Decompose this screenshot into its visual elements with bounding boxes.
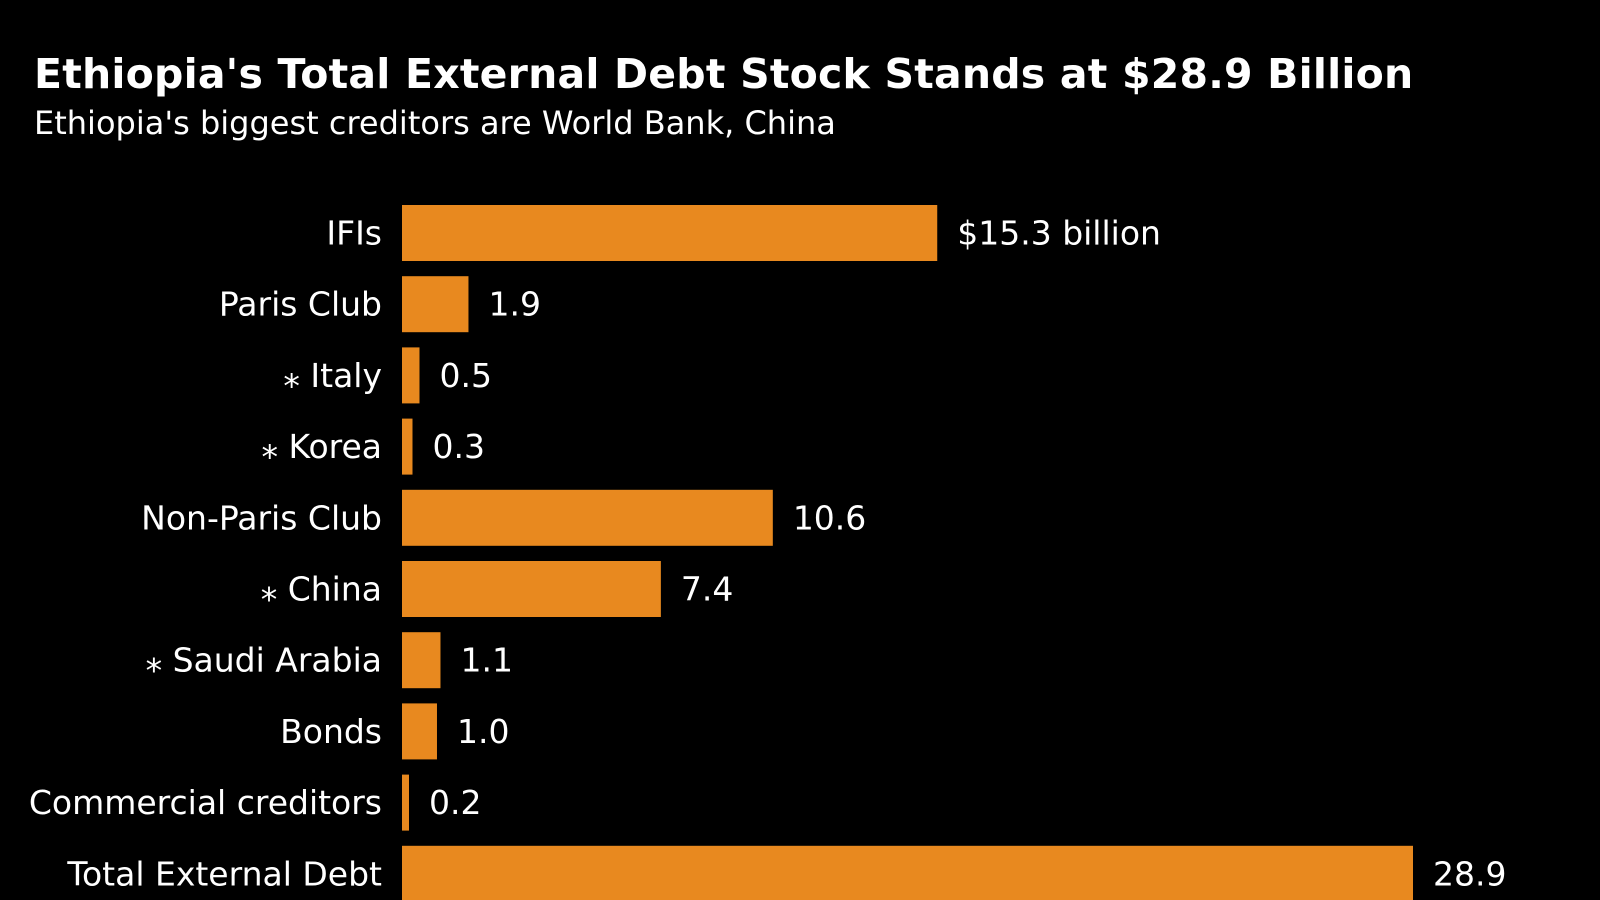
bar bbox=[402, 347, 420, 404]
bar-row: ⁎ Korea 0.3 bbox=[261, 418, 485, 475]
category-label: Bonds bbox=[280, 712, 382, 751]
bar-row: Total External Debt 28.9 bbox=[66, 845, 1506, 900]
category-label: ⁎ Korea bbox=[261, 427, 382, 466]
value-label: 10.6 bbox=[793, 498, 866, 537]
category-label: IFIs bbox=[326, 214, 382, 253]
bar bbox=[402, 205, 938, 261]
chart-title: Ethiopia's Total External Debt Stock Sta… bbox=[34, 50, 1414, 98]
category-label: Total External Debt bbox=[66, 854, 382, 893]
value-label: 1.9 bbox=[488, 285, 540, 324]
bar-row: IFIs $15.3 billion bbox=[326, 205, 1161, 261]
category-label: ⁎ Saudi Arabia bbox=[146, 641, 382, 680]
category-label: Commercial creditors bbox=[29, 783, 382, 822]
category-label: ⁎ China bbox=[261, 570, 382, 609]
category-label: Paris Club bbox=[219, 285, 382, 324]
value-label: 28.9 bbox=[1433, 854, 1506, 893]
value-label: 1.1 bbox=[460, 641, 512, 680]
bar bbox=[402, 774, 409, 831]
bar-row: Bonds 1.0 bbox=[280, 703, 509, 760]
category-label: Non-Paris Club bbox=[141, 498, 382, 537]
category-label: ⁎ Italy bbox=[283, 356, 382, 395]
bar-row: ⁎ China 7.4 bbox=[261, 561, 733, 617]
bar bbox=[402, 561, 661, 617]
bar bbox=[402, 632, 441, 689]
bar bbox=[402, 703, 437, 760]
bar-row: ⁎ Saudi Arabia 1.1 bbox=[146, 632, 513, 689]
value-label: 1.0 bbox=[457, 712, 509, 751]
value-label: 0.5 bbox=[439, 356, 491, 395]
bar-row: Commercial creditors 0.2 bbox=[29, 774, 481, 831]
value-label: 0.2 bbox=[429, 783, 481, 822]
bar bbox=[402, 489, 773, 546]
value-label: $15.3 billion bbox=[957, 214, 1161, 253]
value-label: 0.3 bbox=[432, 427, 484, 466]
bar-row: Paris Club 1.9 bbox=[219, 276, 541, 333]
bar-row: Non-Paris Club 10.6 bbox=[141, 489, 866, 546]
bar bbox=[402, 418, 413, 475]
bar-row: ⁎ Italy 0.5 bbox=[283, 347, 492, 404]
bar bbox=[402, 276, 469, 333]
value-label: 7.4 bbox=[681, 570, 733, 609]
bar bbox=[402, 845, 1413, 900]
chart-subtitle: Ethiopia's biggest creditors are World B… bbox=[34, 104, 836, 142]
